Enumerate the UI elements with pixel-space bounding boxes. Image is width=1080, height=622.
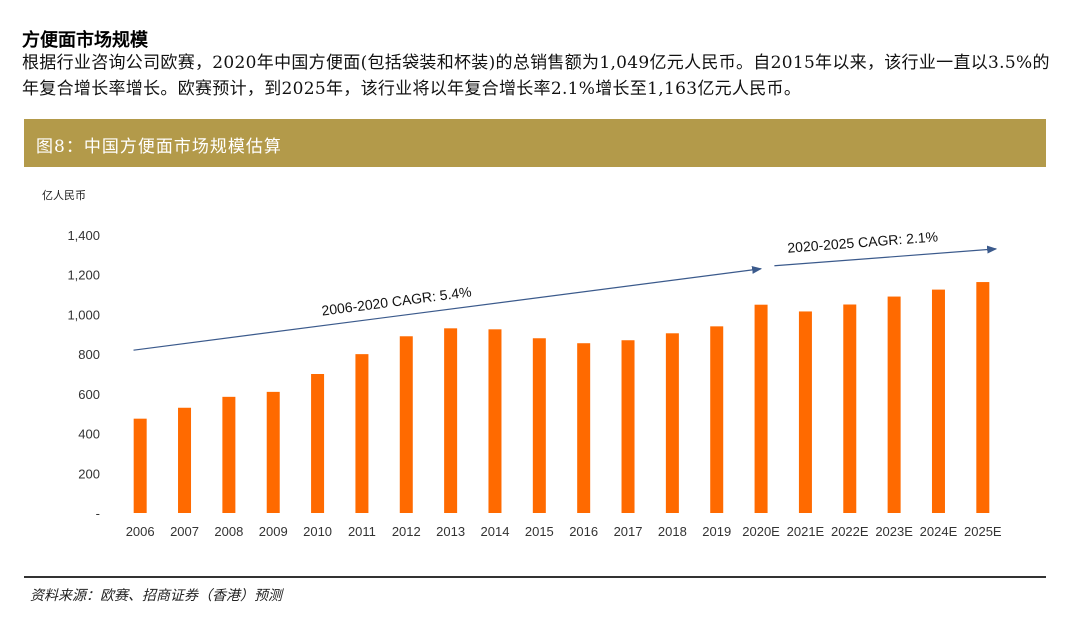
x-tick-label: 2014 bbox=[481, 524, 510, 539]
bar bbox=[399, 336, 413, 513]
x-tick-label: 2008 bbox=[214, 524, 243, 539]
x-tick-label: 2013 bbox=[436, 524, 465, 539]
bar bbox=[488, 329, 502, 513]
figure-title: 图8：中国方便面市场规模估算 bbox=[36, 137, 282, 157]
y-axis-label: 亿人民币 bbox=[42, 189, 86, 202]
source-note: 资料来源：欧赛、招商证券（香港）预测 bbox=[30, 588, 282, 604]
bar bbox=[798, 311, 812, 513]
x-tick-label: 2006 bbox=[126, 524, 155, 539]
x-tick-label: 2012 bbox=[392, 524, 421, 539]
summary-paragraph: 根据行业咨询公司欧赛，2020年中国方便面(包括袋装和杯装)的总销售额为1,04… bbox=[22, 53, 1050, 99]
cagr-arrow bbox=[133, 265, 763, 351]
bar bbox=[222, 396, 236, 513]
y-tick-label: - bbox=[96, 506, 100, 521]
bar bbox=[532, 338, 546, 513]
cagr-annotations: 2006-2020 CAGR: 5.4% 2020-2025 CAGR: 2.1% bbox=[133, 228, 998, 351]
x-tick-label: 2021E bbox=[787, 524, 825, 539]
x-tick-label: 2020E bbox=[742, 524, 780, 539]
y-axis-ticks: - 200 400 600 800 1,000 1,200 1,400 bbox=[67, 228, 100, 521]
x-axis-labels: 2006 2007 2008 2009 2010 2011 2012 2013 2014 2015… bbox=[126, 524, 1002, 539]
x-tick-label: 2025E bbox=[964, 524, 1002, 539]
bar bbox=[931, 289, 945, 513]
cagr-label: 2020-2025 CAGR: 2.1% bbox=[787, 228, 939, 255]
x-tick-label: 2024E bbox=[920, 524, 958, 539]
y-tick-label: 1,400 bbox=[67, 228, 100, 243]
cagr-arrow bbox=[774, 245, 998, 267]
bar bbox=[311, 374, 325, 513]
bar bbox=[976, 282, 990, 513]
x-tick-label: 2016 bbox=[569, 524, 598, 539]
y-tick-label: 800 bbox=[78, 347, 100, 362]
footer-divider bbox=[24, 576, 1046, 578]
x-tick-label: 2019 bbox=[702, 524, 731, 539]
x-tick-label: 2011 bbox=[348, 524, 376, 539]
bar bbox=[710, 326, 724, 513]
y-tick-label: 200 bbox=[78, 466, 100, 481]
bar bbox=[621, 340, 635, 513]
y-tick-label: 400 bbox=[78, 427, 100, 442]
bar bbox=[266, 391, 280, 513]
bar bbox=[133, 418, 147, 513]
x-tick-label: 2017 bbox=[614, 524, 643, 539]
bar bbox=[665, 333, 679, 513]
bar bbox=[444, 328, 458, 513]
bar bbox=[887, 296, 901, 513]
x-tick-label: 2009 bbox=[259, 524, 288, 539]
x-tick-label: 2007 bbox=[170, 524, 199, 539]
x-tick-label: 2010 bbox=[303, 524, 332, 539]
y-tick-label: 1,200 bbox=[67, 268, 100, 283]
y-tick-label: 1,000 bbox=[67, 307, 100, 322]
bar bbox=[843, 304, 857, 513]
section-title: 方便面市场规模 bbox=[22, 30, 148, 51]
bar bbox=[178, 407, 192, 513]
x-tick-label: 2023E bbox=[875, 524, 913, 539]
bar bbox=[577, 343, 591, 513]
y-tick-label: 600 bbox=[78, 387, 100, 402]
bar bbox=[754, 304, 768, 513]
bar bbox=[355, 354, 369, 513]
figure-banner: 图8：中国方便面市场规模估算 bbox=[24, 119, 1046, 167]
x-tick-label: 2022E bbox=[831, 524, 869, 539]
bar-series bbox=[133, 282, 990, 513]
x-tick-label: 2018 bbox=[658, 524, 687, 539]
cagr-label: 2006-2020 CAGR: 5.4% bbox=[321, 283, 473, 318]
x-tick-label: 2015 bbox=[525, 524, 554, 539]
